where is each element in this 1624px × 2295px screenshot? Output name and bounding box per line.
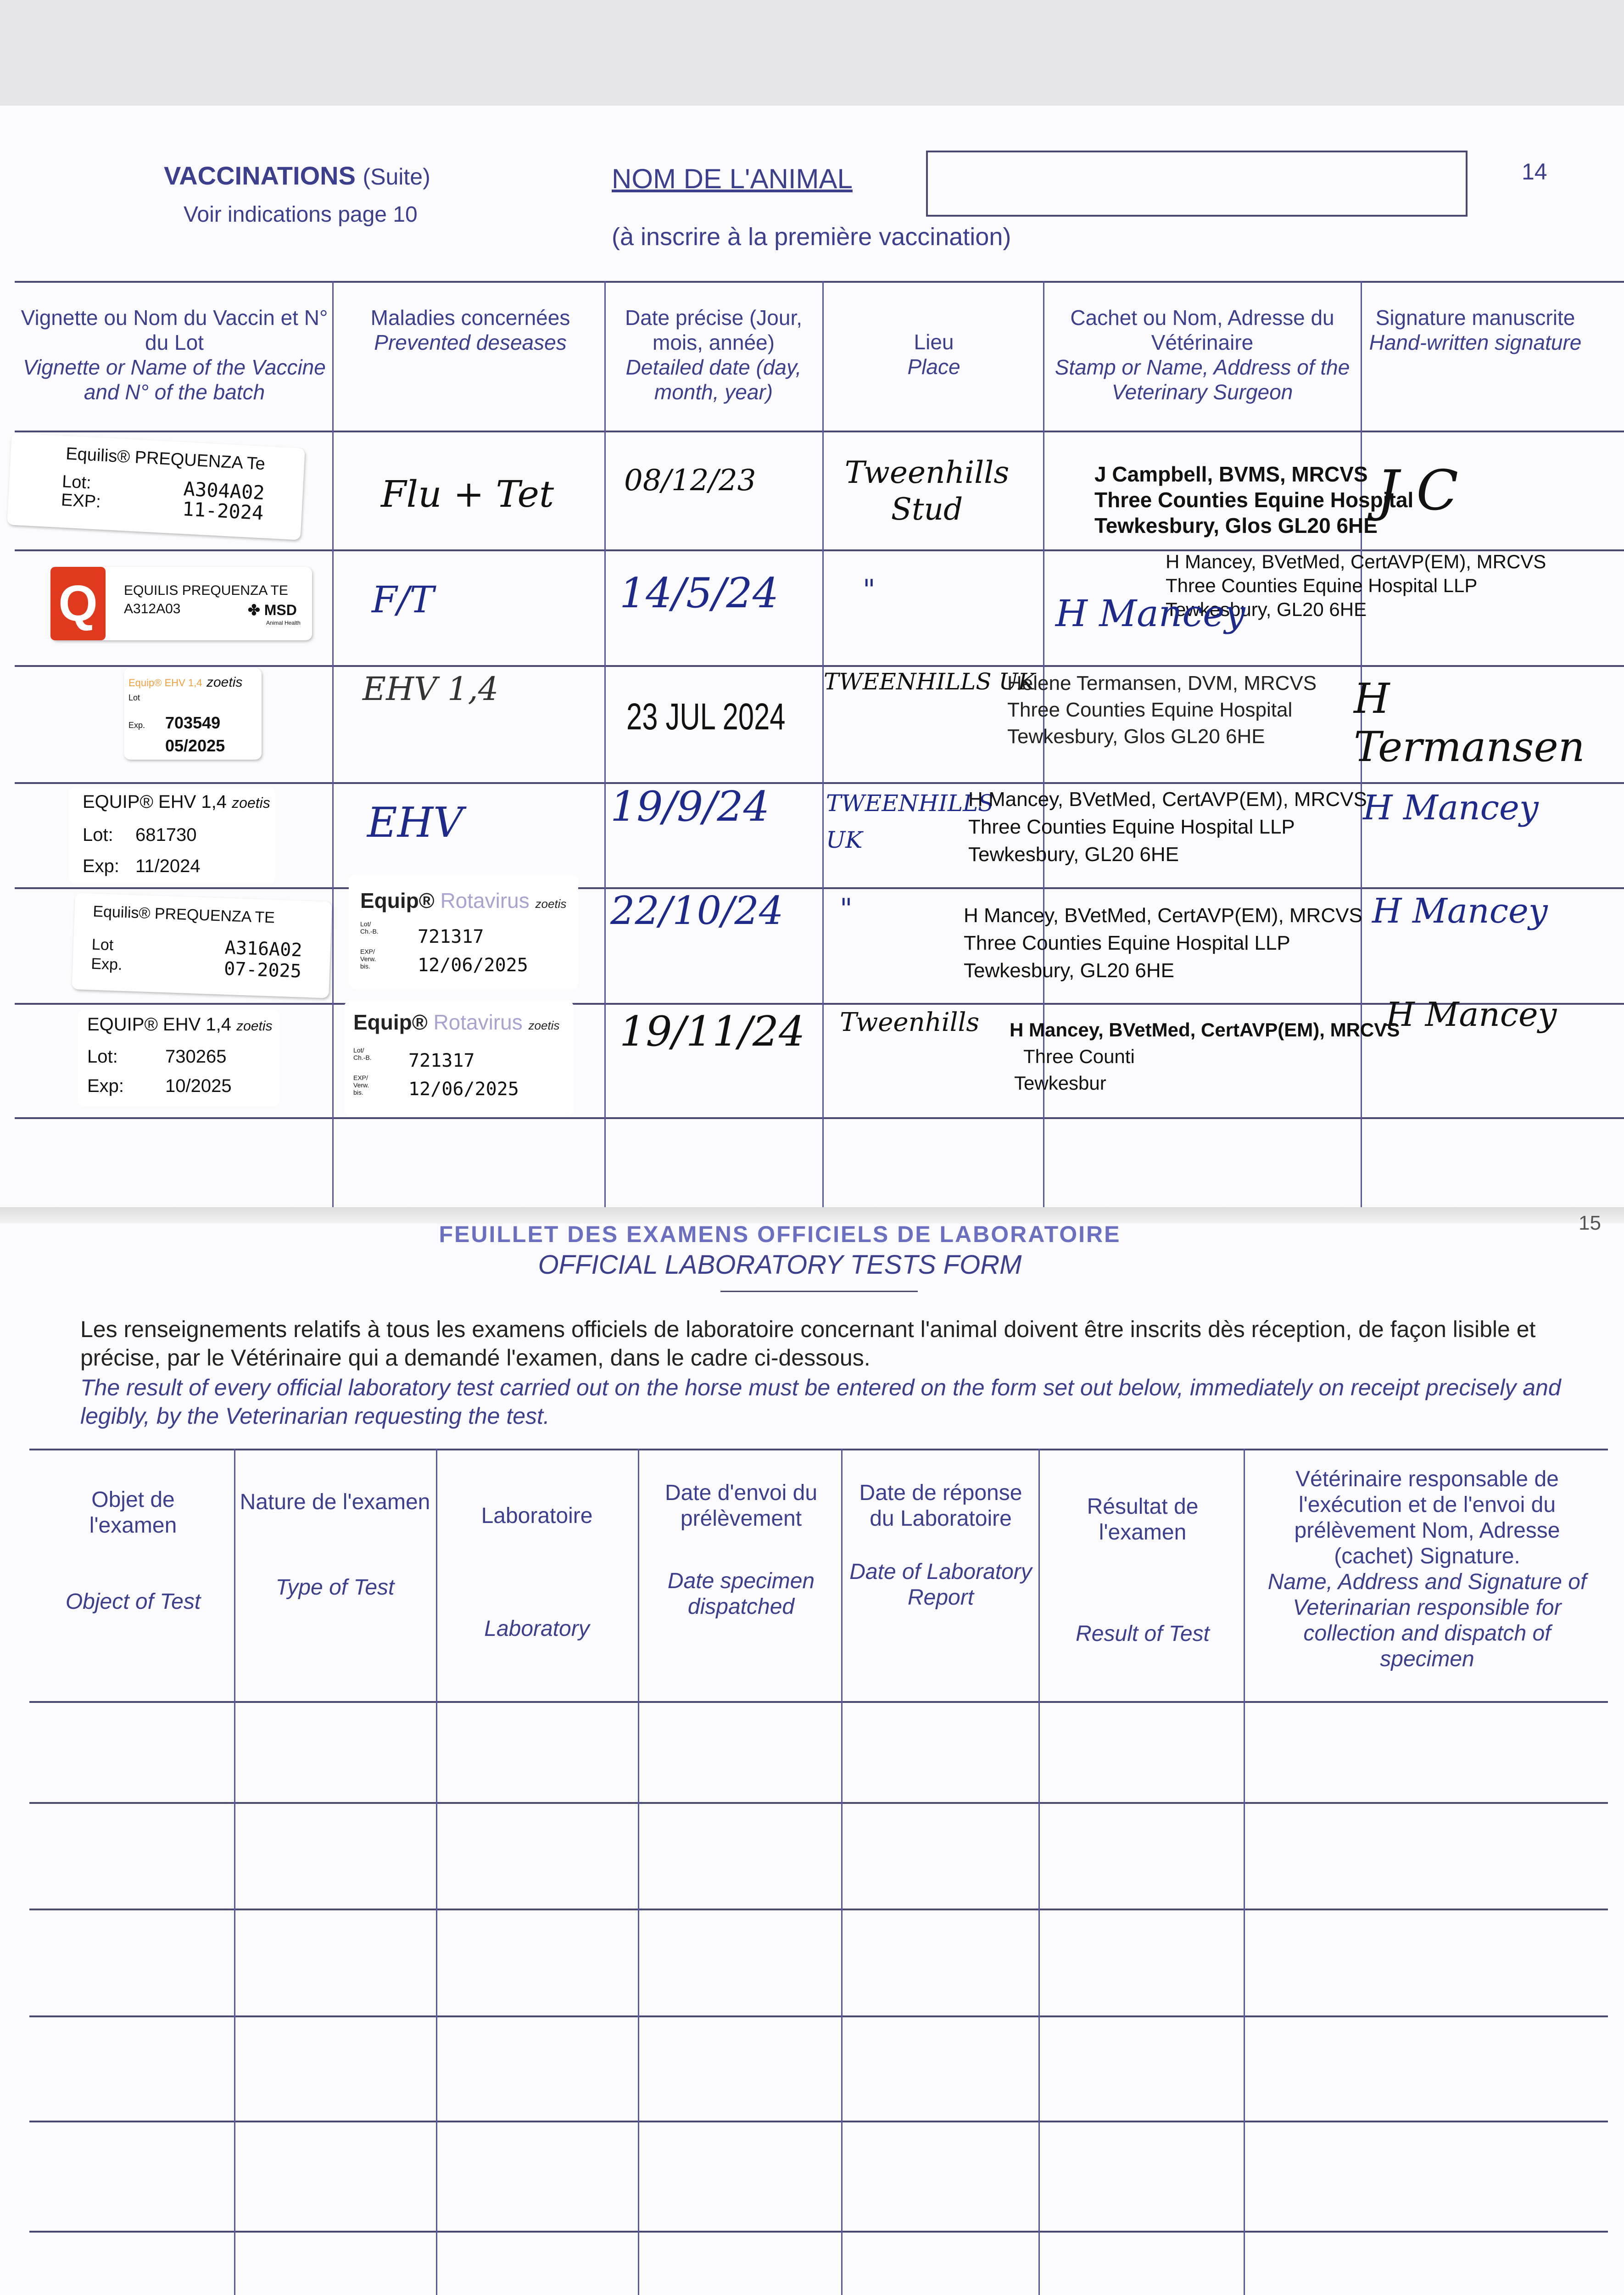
place-handwritten: ": [840, 893, 853, 925]
disease-handwritten: EHV: [367, 799, 463, 847]
column-divider: [841, 1449, 843, 2295]
date-handwritten: 22/10/24: [610, 888, 784, 933]
signature: H Mancey: [1386, 995, 1557, 1034]
place-handwritten: TWEENHILLS UK: [824, 668, 1035, 695]
vet-stamp: H Mancey, BVetMed, CertAVP(EM), MRCVS Thr…: [1166, 551, 1546, 620]
column-divider: [1038, 1449, 1040, 2295]
column-divider: [1043, 281, 1044, 1217]
disease-handwritten: EHV 1,4: [363, 670, 499, 708]
passport-page: [0, 106, 1624, 2295]
disease-handwritten: F/T: [372, 578, 434, 621]
place-handwritten: TWEENHILLS UK: [826, 790, 994, 853]
signature: H Mancey: [1055, 592, 1245, 635]
scan-background: [0, 0, 1624, 108]
column-divider: [1361, 281, 1362, 1217]
table-border: [15, 281, 1624, 283]
column-divider: [332, 281, 334, 1217]
row-divider: [15, 1117, 1624, 1119]
date-handwritten: 08/12/23: [624, 464, 756, 498]
lab-header-dispatch-date: Date d'envoi du prélèvement Date specimen…: [664, 1481, 818, 1619]
lab-header-object: Objet de l'examen Object of Test: [65, 1488, 201, 1614]
page-fold: [0, 1207, 1624, 1224]
row-divider: [15, 782, 1624, 784]
place-handwritten: ": [863, 574, 876, 606]
row-divider: [15, 431, 1624, 432]
vet-stamp: H Mancey, BVetMed, CertAVP(EM), MRCVS Thr…: [1010, 1019, 1400, 1094]
q-logo-icon: Q: [50, 567, 106, 640]
date-handwritten: 19/9/24: [610, 783, 770, 831]
page-number: 14: [1522, 159, 1547, 185]
row-divider: [15, 665, 1624, 667]
signature: J C: [1377, 459, 1459, 523]
lab-header-laboratory: Laboratoire Laboratory: [481, 1504, 593, 1641]
lab-intro-en: The result of every official laboratory …: [80, 1375, 1561, 1429]
vaccinations-subtitle: Voir indications page 10: [184, 202, 418, 227]
row-divider: [29, 1802, 1608, 1804]
column-divider: [638, 1449, 639, 2295]
column-header-vet: Cachet ou Nom, Adresse du Vétérinaire Sta…: [1055, 306, 1350, 404]
vet-stamp: H Mancey, BVetMed, CertAVP(EM), MRCVS Thr…: [964, 904, 1362, 982]
page-number: 15: [1579, 1212, 1601, 1234]
column-header-signature: Signature manuscrite Hand-written signatu…: [1369, 306, 1582, 354]
date-stamp: 23 JUL 2024: [626, 696, 786, 738]
column-divider: [436, 1449, 437, 2295]
vaccine-sticker: EQUIP® EHV 1,4 zoetis Lot: Exp: 730265 10/…: [78, 1010, 280, 1106]
date-handwritten: 19/11/24: [619, 1008, 805, 1056]
disease-handwritten: Flu + Tet: [381, 473, 554, 515]
place-handwritten: Tweenhills Stud: [844, 455, 1010, 527]
table-border: [29, 1449, 1608, 1450]
lab-intro-fr: Les renseignements relatifs à tous les e…: [80, 1316, 1536, 1371]
vaccine-sticker: EQUIP® EHV 1,4 zoetis Lot: Exp: 681730 11/…: [69, 787, 275, 884]
row-divider: [15, 887, 1624, 889]
vaccine-sticker: Equip® Rotavirus zoetis Lot/ Ch.-B. EXP/…: [344, 1001, 574, 1115]
date-handwritten: 14/5/24: [619, 569, 779, 617]
column-header-date: Date précise (Jour, mois, année) Detailed…: [625, 306, 803, 404]
column-divider: [234, 1449, 235, 2295]
lab-title-fr: FEUILLET DES EXAMENS OFFICIELS DE LABORA…: [439, 1221, 1121, 1247]
lab-header-result: Résultat de l'examen Result of Test: [1076, 1495, 1210, 1646]
animal-name-field[interactable]: [926, 151, 1468, 217]
vet-stamp: H Mancey, BVetMed, CertAVP(EM), MRCVS Thr…: [968, 788, 1367, 866]
vet-stamp: J Campbell, BVMS, MRCVS Three Counties Eq…: [1094, 462, 1414, 537]
column-divider: [822, 281, 824, 1217]
msd-logo: ✤ MSD: [248, 602, 297, 618]
row-divider: [29, 2121, 1608, 2122]
column-header-vaccine: Vignette ou Nom du Vaccin et N° du Lot Vi…: [21, 306, 328, 404]
place-handwritten: Tweenhills: [840, 1008, 980, 1037]
column-header-diseases: Maladies concernées Prevented deseases: [370, 306, 570, 354]
row-divider: [29, 2015, 1608, 2017]
vet-stamp: Helene Termansen, DVM, MRCVS Three Counti…: [1007, 672, 1317, 748]
lab-header-report-date: Date de réponse du Laboratoire Date of La…: [849, 1481, 1032, 1610]
row-divider: [29, 1701, 1608, 1703]
column-divider: [604, 281, 606, 1217]
signature: H Termansen: [1354, 675, 1585, 771]
animal-name-label: NOM DE L'ANIMAL: [612, 163, 853, 194]
column-header-place: Lieu Place: [907, 330, 960, 379]
lab-header-type: Nature de l'examen Type of Test: [240, 1490, 430, 1600]
vaccine-sticker: Equip® Rotavirus zoetis Lot/ Ch.-B. EXP/…: [349, 874, 578, 989]
lab-header-veterinarian: Vétérinaire responsable de l'exécution e…: [1267, 1467, 1587, 1671]
row-divider: [15, 1003, 1624, 1005]
signature: H Mancey: [1363, 788, 1539, 828]
animal-name-note: (à inscrire à la première vaccination): [612, 223, 1011, 251]
row-divider: [15, 549, 1624, 551]
vaccine-sticker: Equilis® PREQUENZA TE Lot Exp. A316A02 07-…: [72, 893, 332, 998]
vaccine-sticker: Equip® EHV 1,4 zoetis Lot Exp. 703549 05/…: [124, 668, 262, 760]
vaccinations-title: VACCINATIONS (Suite): [164, 161, 430, 190]
vaccine-sticker: Q EQUILIS PREQUENZA TE A312A03 ✤ MSD Ani…: [50, 567, 312, 640]
signature: H Mancey: [1372, 891, 1548, 931]
row-divider: [29, 1909, 1608, 1910]
title-rule: [720, 1291, 918, 1292]
vaccine-sticker: Equilis® PREQUENZA Te Lot: EXP: A304A02 11…: [7, 433, 305, 540]
column-divider: [1244, 1449, 1245, 2295]
row-divider: [29, 2231, 1608, 2233]
lab-title-en: OFFICIAL LABORATORY TESTS FORM: [538, 1250, 1022, 1280]
